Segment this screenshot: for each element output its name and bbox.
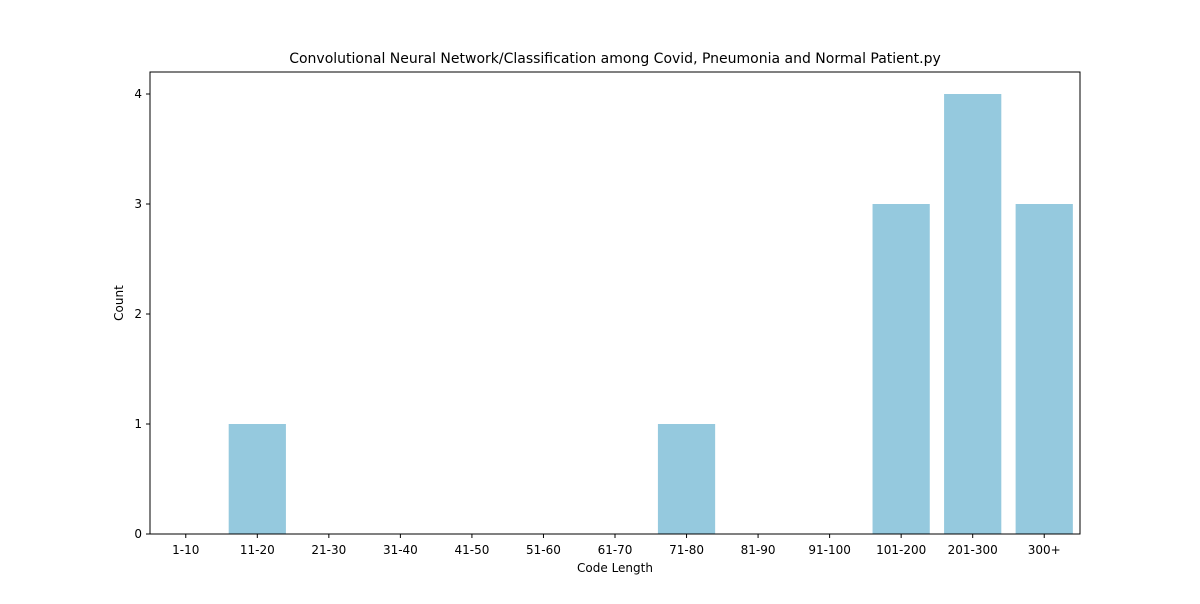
bar-300+ (1015, 204, 1073, 534)
x-tick-label: 61-70 (598, 543, 633, 557)
y-axis-label: Count (112, 285, 126, 321)
x-tick-label: 21-30 (311, 543, 346, 557)
x-tick-label: 1-10 (172, 543, 199, 557)
y-tick-label: 4 (134, 87, 142, 101)
x-tick-label: 31-40 (383, 543, 418, 557)
ticks-layer: 1-10 11-20 21-30 31-40 41-50 51-60 61-70 71-80 8… (134, 87, 1060, 557)
bar-101-200 (872, 204, 930, 534)
y-tick-label: 1 (134, 417, 142, 431)
bar-11-20 (228, 424, 286, 534)
plot-area-frame (149, 71, 1081, 535)
bar-71-80 (657, 424, 716, 534)
x-tick-label: 101-200 (876, 543, 926, 557)
y-tick-label: 2 (134, 307, 142, 321)
x-tick-label: 71-80 (669, 543, 704, 557)
bars-layer (228, 94, 1073, 534)
x-tick-label: 201-300 (948, 543, 998, 557)
bar-201-300 (944, 94, 1002, 534)
x-tick-label: 51-60 (526, 543, 561, 557)
x-axis-label: Code Length (577, 561, 653, 575)
y-tick-label: 3 (134, 197, 142, 211)
x-tick-label: 81-90 (741, 543, 776, 557)
x-tick-label: 11-20 (240, 543, 275, 557)
y-tick-label: 0 (134, 527, 142, 541)
chart-title: Convolutional Neural Network/Classificat… (289, 51, 941, 67)
x-tick-label: 41-50 (454, 543, 489, 557)
x-tick-label: 91-100 (808, 543, 851, 557)
x-tick-label: 300+ (1028, 543, 1061, 557)
